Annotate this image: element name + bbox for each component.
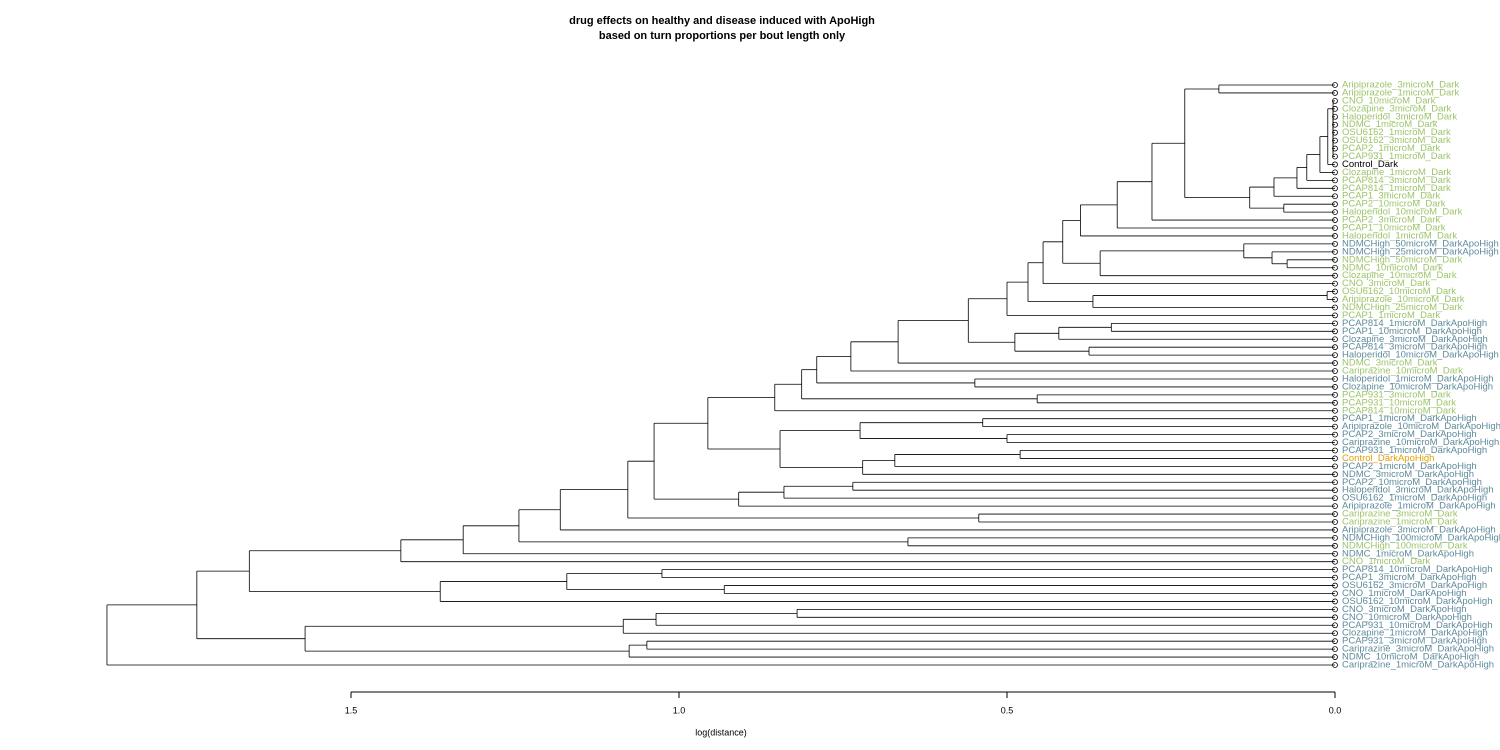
leaf-label: NDMC_3microM_DarkApoHigh [1342, 469, 1474, 480]
leaf-label: Cariprazine_1microM_DarkApoHigh [1342, 660, 1494, 671]
leaf-label: NDMC_1microM_Dark [1342, 119, 1438, 130]
leaf-label: NDMC_10microM_Dark [1342, 262, 1443, 273]
leaf-label: OSU6162_1microM_Dark [1342, 127, 1451, 138]
leaf-label: Clozapine_3microM_Dark [1342, 103, 1452, 114]
chart-subtitle: based on turn proportions per bout lengt… [599, 30, 846, 42]
leaf-label: Control_DarkApoHigh [1342, 453, 1434, 464]
leaf-label: NDMCHigh_100microM_DarkApoHigh [1342, 532, 1500, 543]
leaf-label: OSU6162_3microM_Dark [1342, 135, 1451, 146]
leaf-label: Haloperidol_10microM_DarkApoHigh [1342, 350, 1499, 361]
leaf-label: Haloperidol_3microM_DarkApoHigh [1342, 485, 1494, 496]
x-tick-label: 1.5 [345, 705, 358, 715]
leaf-label: CNO_10microM_DarkApoHigh [1342, 612, 1472, 623]
leaf-label: PCAP931_3microM_Dark [1342, 389, 1451, 400]
leaf-label: PCAP814_3microM_Dark [1342, 175, 1451, 186]
leaf-label: NDMCHigh_25microM_DarkApoHigh [1342, 246, 1499, 257]
leaf-label: PCAP1_3microM_Dark [1342, 191, 1440, 202]
leaf-label: CNO_10microM_Dark [1342, 95, 1436, 106]
leaf-label: PCAP2_1microM_Dark [1342, 143, 1440, 154]
leaf-label: PCAP814_3microM_DarkApoHigh [1342, 342, 1487, 353]
leaf-marker [1332, 97, 1338, 104]
leaf-label: NDMC_1microM_DarkApoHigh [1342, 548, 1474, 559]
leaf-marker [1332, 113, 1338, 120]
leaf-label: CNO_3microM_Dark [1342, 278, 1430, 289]
leaf-label: Cariprazine_1microM_Dark [1342, 517, 1458, 528]
leaf-label: PCAP931_1microM_DarkApoHigh [1342, 445, 1487, 456]
leaf-label: NDMCHigh_100microM_Dark [1342, 540, 1468, 551]
leaf-label: Clozapine_3microM_DarkApoHigh [1342, 334, 1488, 345]
leaf-label: Cariprazine_10microM_DarkApoHigh [1342, 437, 1499, 448]
leaf-label: PCAP814_10microM_DarkApoHigh [1342, 564, 1493, 575]
leaf-label: Aripiprazole_3microM_DarkApoHigh [1342, 524, 1496, 535]
leaf-label: PCAP2_10microM_DarkApoHigh [1342, 477, 1482, 488]
leaf-label: Control_Dark [1342, 159, 1398, 170]
leaf-label: PCAP931_10microM_Dark [1342, 397, 1456, 408]
x-axis-label: log(distance) [695, 727, 747, 737]
leaf-label: PCAP1_3microM_DarkApoHigh [1342, 572, 1477, 583]
leaf-label: Aripiprazole_1microM_Dark [1342, 87, 1459, 98]
leaf-marker [1332, 121, 1338, 128]
chart-title: drug effects on healthy and disease indu… [569, 15, 875, 27]
leaf-label: NDMC_10microM_DarkApoHigh [1342, 652, 1479, 663]
leaf-label: CNO_1microM_DarkApoHigh [1342, 588, 1467, 599]
leaf-label: Clozapine_10microM_Dark [1342, 270, 1457, 281]
leaf-label: Cariprazine_3microM_Dark [1342, 509, 1458, 520]
leaf-label: PCAP931_10microM_DarkApoHigh [1342, 620, 1493, 631]
leaf-label: NDMCHigh_50microM_DarkApoHigh [1342, 238, 1499, 249]
leaf-label: PCAP1_1microM_Dark [1342, 310, 1440, 321]
leaf-label: PCAP2_10microM_Dark [1342, 199, 1446, 210]
leaf-label: Aripiprazole_10microM_DarkApoHigh [1342, 421, 1500, 432]
leaf-label: CNO_1microM_Dark [1342, 556, 1430, 567]
leaf-label: OSU6162_10microM_DarkApoHigh [1342, 596, 1493, 607]
leaf-label: Cariprazine_3microM_DarkApoHigh [1342, 644, 1494, 655]
leaf-label: Clozapine_1microM_DarkApoHigh [1342, 628, 1488, 639]
leaf-label: PCAP1_1microM_DarkApoHigh [1342, 413, 1477, 424]
leaf-label: PCAP931_1microM_Dark [1342, 151, 1451, 162]
leaf-label: OSU6162_10microM_Dark [1342, 286, 1456, 297]
leaf-label: PCAP814_1microM_Dark [1342, 183, 1451, 194]
leaf-label: PCAP2_1microM_DarkApoHigh [1342, 461, 1477, 472]
leaf-label: CNO_3microM_DarkApoHigh [1342, 604, 1467, 615]
x-tick-label: 0.0 [1329, 705, 1342, 715]
leaf-label: PCAP2_3microM_Dark [1342, 215, 1440, 226]
leaf-label: NDMCHigh_25microM_Dark [1342, 302, 1463, 313]
leaf-label: Aripiprazole_3microM_Dark [1342, 80, 1459, 91]
leaf-label: PCAP814_10microM_Dark [1342, 405, 1456, 416]
leaf-label: Cariprazine_10microM_Dark [1342, 366, 1463, 377]
leaf-label: PCAP814_1microM_DarkApoHigh [1342, 318, 1487, 329]
leaf-label: Haloperidol_3microM_Dark [1342, 111, 1457, 122]
leaf-label: Haloperidol_10microM_Dark [1342, 207, 1463, 218]
leaf-label: OSU6162_3microM_DarkApoHigh [1342, 580, 1487, 591]
leaf-label: PCAP1_10microM_Dark [1342, 223, 1446, 234]
leaf-label: Haloperidol_1microM_Dark [1342, 230, 1457, 241]
leaf-label: OSU6162_1microM_DarkApoHigh [1342, 493, 1487, 504]
leaf-marker [1332, 129, 1338, 136]
leaf-label: PCAP2_3microM_DarkApoHigh [1342, 429, 1477, 440]
leaf-label: PCAP1_10microM_DarkApoHigh [1342, 326, 1482, 337]
leaf-label: PCAP931_3microM_DarkApoHigh [1342, 636, 1487, 647]
leaf-marker [1332, 145, 1338, 152]
leaf-label: Aripiprazole_10microM_Dark [1342, 294, 1465, 305]
leaf-label: NDMCHigh_50microM_Dark [1342, 254, 1463, 265]
leaf-label: Haloperidol_1microM_DarkApoHigh [1342, 373, 1494, 384]
x-tick-label: 1.0 [673, 705, 686, 715]
leaf-label: Clozapine_10microM_DarkApoHigh [1342, 381, 1493, 392]
leaf-marker [1332, 153, 1338, 160]
leaf-label: Aripiprazole_1microM_DarkApoHigh [1342, 501, 1496, 512]
leaf-label: NDMC_3microM_Dark [1342, 358, 1438, 369]
leaf-marker [1332, 137, 1338, 144]
leaf-label: Clozapine_1microM_Dark [1342, 167, 1452, 178]
x-tick-label: 0.5 [1001, 705, 1014, 715]
